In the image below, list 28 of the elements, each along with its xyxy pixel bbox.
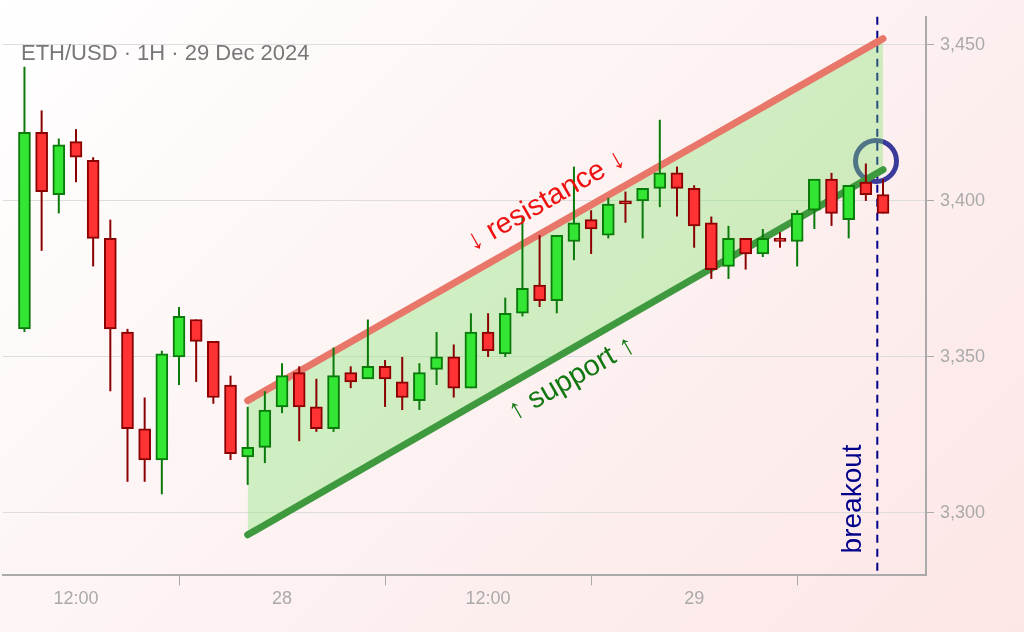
- x-tick-label: 29: [684, 588, 705, 609]
- x-tick-label: 12:00: [53, 588, 99, 609]
- candlestick: [378, 359, 392, 408]
- candlestick: [310, 377, 323, 433]
- candlestick: [859, 162, 873, 202]
- candlestick: [241, 405, 255, 486]
- x-tick-label: 12:00: [465, 588, 511, 609]
- candlestick: [395, 355, 409, 411]
- candlestick: [653, 118, 667, 209]
- y-tick-label: 3,350: [939, 345, 985, 366]
- candlestick: [670, 165, 684, 218]
- candlestick: [481, 312, 495, 358]
- candlestick: [636, 187, 649, 240]
- candlestick: [876, 178, 890, 215]
- candlestick: [361, 318, 375, 380]
- candlestick: [619, 190, 632, 224]
- candlestick: [430, 330, 443, 387]
- candlestick: [756, 228, 770, 259]
- x-tick-label: 28: [272, 588, 293, 609]
- candlestick: [189, 318, 203, 383]
- y-tick-label: 3,300: [939, 501, 985, 522]
- candlestick: [69, 128, 83, 184]
- ref-line-label: breakout: [836, 444, 868, 554]
- text: ETH/USD · 1H · 29 Dec 2024: [21, 39, 310, 65]
- candlestick: [344, 365, 358, 390]
- candlestick: [739, 237, 752, 271]
- y-tick-label: 3,400: [939, 189, 985, 210]
- y-tick-label: 3,450: [939, 33, 985, 54]
